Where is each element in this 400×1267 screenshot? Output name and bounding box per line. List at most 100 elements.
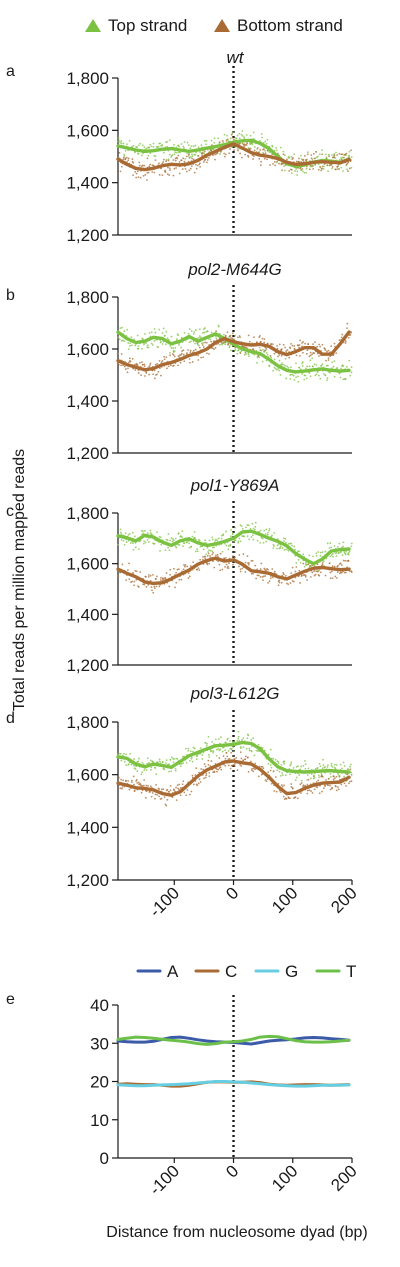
scatter-point (342, 761, 345, 764)
scatter-point (195, 167, 198, 170)
scatter-point (188, 341, 191, 344)
scatter-point (249, 527, 252, 530)
scatter-point (319, 166, 322, 169)
scatter-point (182, 568, 185, 571)
scatter-point (257, 354, 260, 357)
scatter-point (133, 764, 135, 767)
scatter-point (332, 778, 335, 781)
scatter-point (195, 767, 198, 770)
scatter-point (127, 763, 130, 766)
scatter-point (270, 782, 273, 785)
scatter-point (148, 541, 150, 543)
scatter-point (162, 158, 165, 161)
scatter-point (311, 158, 314, 161)
scatter-point (157, 346, 159, 349)
scatter-point (148, 365, 151, 368)
scatter-point (207, 735, 210, 738)
scatter-point (119, 752, 122, 755)
scatter-point (172, 761, 175, 763)
scatter-point (315, 570, 318, 573)
scatter-point (335, 151, 337, 154)
scatter-point (247, 563, 250, 566)
scatter-point (290, 373, 292, 376)
scatter-point (316, 786, 319, 789)
scatter-point (311, 791, 314, 794)
scatter-point (336, 367, 338, 370)
scatter-point (182, 762, 185, 764)
scatter-point (175, 786, 177, 789)
scatter-point (169, 354, 171, 357)
scatter-point (203, 139, 206, 142)
scatter-point (329, 784, 331, 787)
scatter-point (158, 328, 161, 331)
scatter-point (232, 754, 235, 757)
scatter-point (159, 798, 162, 800)
panel-e-xtick-label: 200 (327, 1161, 360, 1194)
scatter-point (276, 544, 279, 547)
scatter-point (290, 169, 293, 171)
scatter-point (325, 779, 327, 781)
scatter-point (124, 532, 127, 535)
scatter-point (127, 342, 130, 344)
scatter-point (315, 552, 318, 555)
scatter-point (324, 765, 327, 768)
scatter-point (232, 138, 235, 141)
scatter-point (144, 541, 147, 544)
scatter-point (205, 341, 208, 344)
scatter-point (344, 378, 347, 381)
scatter-point (185, 155, 188, 158)
scatter-point (204, 341, 206, 344)
scatter-point (153, 377, 156, 380)
scatter-point (117, 363, 120, 366)
scatter-point (278, 354, 281, 356)
scatter-point (196, 755, 199, 758)
scatter-point (206, 546, 209, 549)
scatter-point (232, 131, 235, 134)
scatter-point (165, 330, 168, 333)
scatter-point (137, 781, 140, 784)
scatter-point (342, 378, 345, 381)
scatter-point (138, 757, 140, 760)
scatter-point (283, 169, 286, 172)
scatter-point (136, 334, 139, 337)
scatter-point (163, 768, 166, 771)
scatter-point (222, 141, 225, 144)
scatter-point (169, 758, 172, 761)
scatter-point (298, 354, 301, 357)
scatter-point (202, 548, 205, 551)
scatter-point (139, 361, 141, 364)
scatter-point (182, 545, 184, 548)
scatter-point (194, 342, 197, 345)
scatter-point (290, 172, 293, 175)
scatter-point (222, 333, 225, 336)
scatter-point (251, 534, 254, 537)
scatter-point (258, 356, 261, 359)
scatter-point (172, 539, 175, 542)
scatter-point (341, 153, 344, 156)
scatter-point (249, 760, 252, 763)
scatter-point (307, 153, 309, 156)
scatter-point (150, 145, 153, 148)
scatter-point (198, 778, 201, 781)
scatter-point (198, 569, 201, 571)
scatter-point (219, 153, 221, 155)
scatter-point (180, 762, 183, 765)
scatter-point (287, 583, 290, 586)
scatter-point (180, 346, 182, 349)
scatter-point (192, 145, 195, 148)
scatter-point (230, 349, 232, 352)
scatter-point (232, 763, 235, 766)
scatter-point (287, 542, 290, 545)
scatter-point (297, 380, 300, 383)
scatter-point (278, 343, 281, 346)
scatter-point (282, 795, 285, 798)
scatter-point (338, 551, 340, 554)
panel-d-letter: d (6, 710, 15, 727)
scatter-point (243, 143, 246, 146)
scatter-point (168, 585, 171, 588)
scatter-point (239, 751, 242, 754)
scatter-point (299, 582, 301, 584)
scatter-point (186, 141, 189, 144)
scatter-point (181, 168, 184, 170)
scatter-point (242, 345, 245, 348)
